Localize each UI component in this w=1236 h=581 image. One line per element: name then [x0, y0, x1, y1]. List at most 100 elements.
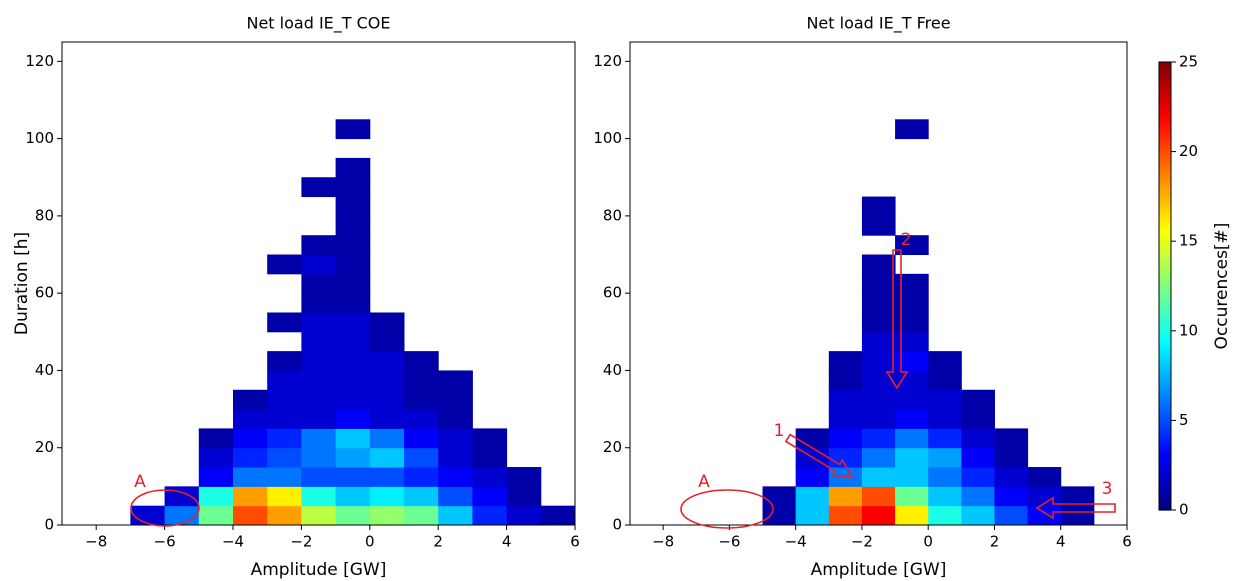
colorbar-swatch — [1159, 286, 1171, 291]
heat-cell — [895, 447, 929, 468]
heat-cell — [301, 312, 337, 333]
colorbar-swatch — [1159, 95, 1171, 100]
annotation-arrow — [784, 433, 854, 478]
annotations-left: A — [130, 472, 200, 527]
colorbar-tick-label: 5 — [1179, 411, 1189, 429]
heat-cell — [961, 467, 995, 487]
heat-cell — [438, 370, 473, 391]
colorbar-swatch — [1159, 252, 1171, 257]
colorbar-swatch — [1159, 457, 1171, 463]
chart-title: Net load IE_T Free — [806, 14, 950, 34]
heat-cell — [233, 486, 268, 507]
heat-cell — [198, 505, 234, 526]
heat-cell — [828, 486, 863, 507]
heat-cell — [404, 505, 439, 526]
heat-cell — [301, 389, 337, 410]
heat-cell — [828, 505, 863, 526]
annotation-text: A — [134, 472, 146, 492]
heat-cell — [233, 428, 268, 449]
heat-cell — [994, 447, 1029, 468]
x-tick-label: 4 — [1056, 533, 1066, 551]
colorbar-swatch — [1159, 84, 1171, 89]
colorbar-swatch — [1159, 282, 1171, 287]
colorbar-swatch — [1159, 69, 1171, 74]
heat-cell — [861, 312, 896, 333]
heat-cell — [267, 428, 302, 449]
annotation-text: 3 — [1102, 479, 1113, 499]
heat-cell — [928, 486, 962, 507]
heat-cell — [762, 505, 797, 526]
heat-cell — [198, 428, 234, 449]
colorbar-swatch — [1159, 76, 1171, 82]
x-tick-label: −2 — [851, 533, 873, 551]
colorbar-swatch — [1159, 132, 1171, 138]
colorbar-swatch — [1159, 248, 1171, 253]
heat-cell — [928, 370, 962, 391]
heat-cell — [335, 467, 371, 487]
heat-cell — [233, 467, 268, 487]
annotation-text: A — [698, 472, 710, 492]
heat-cell — [404, 389, 439, 410]
heat-cell — [472, 428, 508, 449]
plot-frame — [61, 41, 576, 526]
heat-cell — [828, 389, 863, 410]
heat-cell — [130, 505, 166, 526]
colorbar-swatch — [1159, 222, 1171, 227]
x-tick-label: −8 — [85, 533, 107, 551]
colorbar-swatch — [1159, 226, 1171, 231]
colorbar-swatch — [1159, 353, 1171, 358]
colorbar: 0 5 10 15 20 25 Occurences[#] — [1158, 53, 1232, 519]
colorbar-swatch — [1159, 386, 1171, 392]
heat-cell — [828, 409, 863, 429]
colorbar-swatch — [1159, 371, 1171, 377]
heat-cell — [438, 428, 473, 449]
x-tick-label: −2 — [290, 533, 312, 551]
heat-cell — [404, 447, 439, 468]
heat-cell — [267, 254, 302, 275]
colorbar-swatch — [1159, 174, 1171, 179]
colorbar-swatch — [1159, 461, 1171, 466]
colorbar-swatch — [1159, 147, 1171, 153]
colorbar-swatch — [1159, 401, 1171, 407]
colorbar-swatch — [1159, 80, 1171, 85]
colorbar-swatch — [1159, 364, 1171, 369]
heat-cell — [994, 428, 1029, 449]
heat-cell — [828, 351, 863, 371]
heat-cell — [895, 467, 929, 487]
y-tick-label: 20 — [603, 438, 622, 456]
heat-cell — [828, 428, 863, 449]
y-tick-label: 0 — [44, 516, 54, 534]
heat-cell — [335, 293, 371, 313]
colorbar-swatch — [1159, 375, 1171, 380]
colorbar-swatch — [1159, 271, 1171, 276]
colorbar-swatch — [1159, 327, 1171, 332]
heat-cell — [233, 505, 268, 526]
heat-cell — [895, 505, 929, 526]
heat-cell — [301, 351, 337, 371]
heat-cell — [928, 428, 962, 449]
annotation-text: 1 — [774, 421, 785, 441]
y-tick-label: 100 — [593, 129, 622, 147]
heat-cell — [861, 273, 896, 294]
heat-cell — [795, 428, 830, 449]
colorbar-swatch — [1159, 114, 1171, 119]
colorbar-swatch — [1159, 244, 1171, 250]
colorbar-swatch — [1159, 118, 1171, 123]
colorbar-swatch — [1159, 151, 1171, 156]
heat-cell — [301, 409, 337, 429]
colorbar-swatch — [1159, 442, 1171, 448]
colorbar-swatch — [1159, 170, 1171, 175]
colorbar-swatch — [1159, 416, 1171, 421]
heat-cell — [895, 293, 929, 313]
heat-cell — [928, 389, 962, 410]
x-tick-label: 0 — [923, 533, 933, 551]
colorbar-swatch — [1159, 196, 1171, 201]
colorbar-swatch — [1159, 73, 1171, 78]
heat-cell — [233, 447, 268, 468]
colorbar-swatch — [1159, 259, 1171, 265]
heat-cell — [895, 119, 929, 140]
heat-cell — [267, 409, 302, 429]
x-tick-label: −4 — [222, 533, 244, 551]
